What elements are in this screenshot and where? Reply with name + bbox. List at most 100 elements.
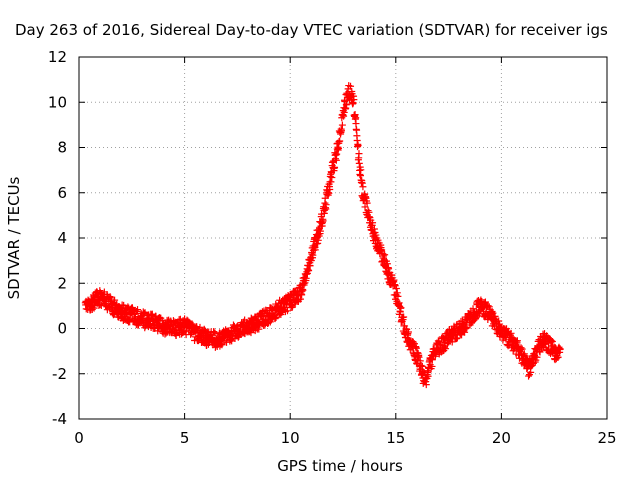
data-point (372, 231, 380, 239)
data-point (289, 302, 297, 310)
y-tick-label: 8 (57, 139, 67, 157)
data-point (349, 100, 357, 108)
data-point (193, 324, 201, 332)
data-point (518, 345, 526, 353)
data-point (359, 183, 367, 191)
data-point (342, 104, 350, 112)
data-point (422, 381, 430, 389)
data-point (314, 239, 322, 247)
data-point (356, 170, 364, 178)
data-point (554, 353, 562, 361)
x-axis-label: GPS time / hours (277, 457, 403, 475)
data-point (327, 178, 335, 186)
data-point (400, 313, 408, 321)
data-point (525, 372, 533, 380)
data-point (428, 355, 436, 363)
x-tick-label: 20 (492, 429, 511, 447)
x-tick-label: 0 (74, 429, 84, 447)
data-point (355, 150, 363, 158)
y-tick-label: 6 (57, 184, 67, 202)
y-axis-label: SDTVAR / TECUs (5, 176, 23, 299)
data-point (337, 127, 345, 135)
data-point (309, 251, 317, 259)
data-point (326, 185, 334, 193)
data-point (255, 325, 263, 333)
data-point (536, 348, 544, 356)
x-tick-label: 25 (597, 429, 616, 447)
data-point (314, 236, 322, 244)
data-point (338, 121, 346, 129)
data-point (556, 345, 564, 353)
data-point (381, 251, 389, 259)
data-point (210, 328, 218, 336)
y-tick-label: 12 (48, 48, 67, 66)
axis-ticks: 0 5 10 15 20 25 -4 -2 0 2 4 6 8 10 12 (48, 48, 617, 447)
data-point (379, 252, 387, 260)
y-tick-label: 10 (48, 93, 67, 111)
data-point (462, 323, 470, 331)
data-point (365, 213, 373, 221)
data-point (481, 298, 489, 306)
data-point (299, 286, 307, 294)
data-point (333, 150, 341, 158)
data-point (134, 306, 142, 314)
data-point (332, 156, 340, 164)
data-point (361, 203, 369, 211)
data-point (343, 100, 351, 108)
data-point (271, 315, 279, 323)
data-point (517, 344, 525, 352)
data-point (417, 361, 425, 369)
data-point (283, 307, 291, 315)
data-point (139, 314, 147, 322)
data-point (340, 108, 348, 116)
y-tick-label: 0 (57, 320, 67, 338)
data-point (392, 285, 400, 293)
data-point (218, 341, 226, 349)
data-point (247, 329, 255, 337)
data-point (533, 353, 541, 361)
data-point (350, 96, 358, 104)
data-point (336, 137, 344, 145)
data-point (452, 335, 460, 343)
y-tick-label: 2 (57, 274, 67, 292)
data-point (325, 189, 333, 197)
data-point (331, 163, 339, 171)
data-point (395, 299, 403, 307)
x-tick-label: 15 (386, 429, 405, 447)
data-point (385, 265, 393, 273)
x-tick-label: 5 (180, 429, 190, 447)
data-point (393, 289, 401, 297)
data-point (415, 353, 423, 361)
data-point (369, 219, 377, 227)
data-point (305, 267, 313, 275)
y-tick-label: -2 (52, 365, 67, 383)
data-point (296, 295, 304, 303)
data-point (354, 142, 362, 150)
data-point (519, 351, 527, 359)
data-point (328, 174, 336, 182)
data-point (96, 301, 104, 309)
data-point (223, 338, 231, 346)
data-point (487, 308, 495, 316)
data-point (308, 250, 316, 258)
data-point (319, 217, 327, 225)
data-point (495, 317, 503, 325)
data-point (397, 304, 405, 312)
x-tick-label: 10 (281, 429, 300, 447)
data-point (340, 112, 348, 120)
data-point (306, 262, 314, 270)
y-tick-label: 4 (57, 229, 67, 247)
data-point (484, 302, 492, 310)
data-point (424, 372, 432, 380)
data-point (370, 225, 378, 233)
data-point (358, 179, 366, 187)
data-point (428, 362, 436, 370)
data-point (404, 328, 412, 336)
data-point (349, 99, 357, 107)
data-point (527, 368, 535, 376)
data-point (363, 199, 371, 207)
data-point (93, 288, 101, 296)
data-point (412, 344, 420, 352)
data-point (442, 345, 450, 353)
